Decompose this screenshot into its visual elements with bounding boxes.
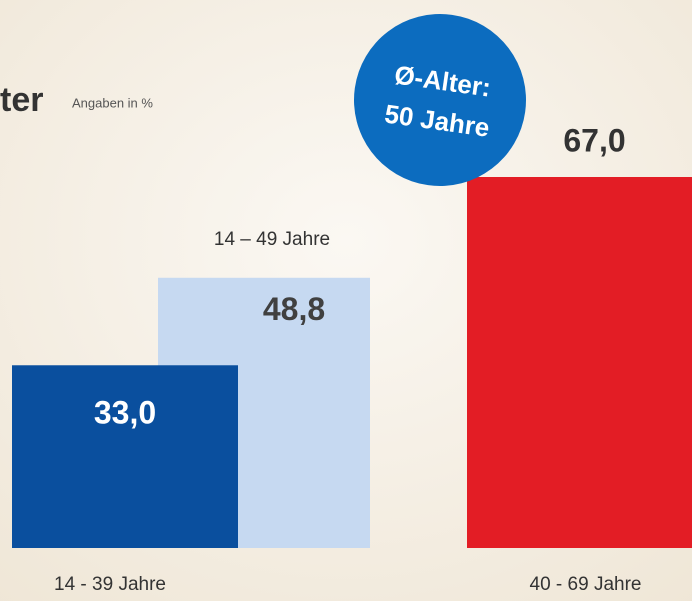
chart-title: ter [0, 81, 43, 119]
category-label: 14 – 49 Jahre [214, 229, 330, 250]
annotation-bubble: Ø-Alter:50 Jahre [354, 14, 526, 186]
chart-subtitle: Angaben in % [72, 95, 153, 110]
bar [467, 177, 692, 548]
bubble [354, 14, 526, 186]
category-label: 14 - 39 Jahre [54, 574, 166, 595]
value-label: 67,0 [563, 122, 625, 158]
category-label: 40 - 69 Jahre [530, 574, 642, 595]
value-label: 33,0 [94, 395, 156, 431]
bar [12, 365, 238, 548]
value-label: 48,8 [263, 291, 325, 327]
